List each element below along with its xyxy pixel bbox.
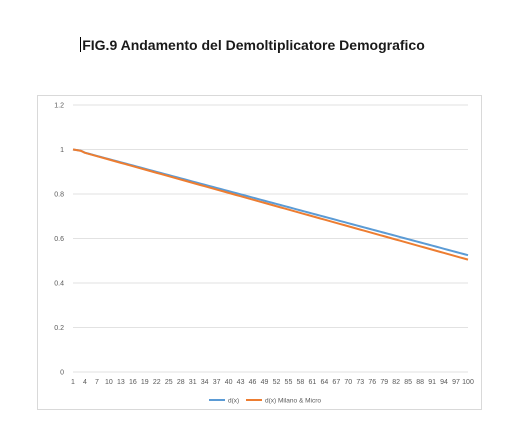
x-tick-label: 58	[297, 379, 305, 386]
x-tick-label: 85	[404, 379, 412, 386]
x-tick-label: 19	[141, 379, 149, 386]
text-cursor	[80, 37, 82, 52]
x-tick-label: 55	[285, 379, 293, 386]
x-tick-label: 64	[320, 379, 328, 386]
figure-title: FIG.9 Andamento del Demoltiplicatore Dem…	[0, 37, 505, 53]
legend: d(x) d(x) Milano & Micro	[209, 397, 321, 404]
x-tick-label: 79	[380, 379, 388, 386]
x-tick-label: 67	[332, 379, 340, 386]
x-tick-label: 61	[308, 379, 316, 386]
y-tick-label: 0.6	[54, 236, 64, 243]
x-tick-label: 49	[261, 379, 269, 386]
figure-title-text: FIG.9 Andamento del Demoltiplicatore Dem…	[82, 37, 425, 53]
x-tick-label: 52	[273, 379, 281, 386]
y-tick-label: 0.8	[54, 192, 64, 199]
x-tick-label: 22	[153, 379, 161, 386]
series-lines	[72, 148, 469, 261]
x-tick-label: 100	[462, 379, 474, 386]
x-tick-label: 4	[83, 379, 87, 386]
x-tick-label: 25	[165, 379, 173, 386]
y-tick-label: 0.2	[54, 325, 64, 332]
x-tick-label: 16	[129, 379, 137, 386]
x-tick-label: 37	[213, 379, 221, 386]
legend-label: d(x) Milano & Micro	[265, 397, 321, 404]
x-tick-label: 73	[356, 379, 364, 386]
x-tick-label: 97	[452, 379, 460, 386]
x-tick-label: 7	[95, 379, 99, 386]
x-tick-label: 31	[189, 379, 197, 386]
y-tick-label: 1	[60, 147, 64, 154]
x-axis-ticks: 1 4 7 10 13 16 19 22 25 28 31 34 37 40 43 46 49 52 55 58 61 6…	[71, 379, 474, 386]
x-tick-label: 10	[105, 379, 113, 386]
x-tick-label: 76	[368, 379, 376, 386]
x-tick-label: 13	[117, 379, 125, 386]
x-tick-label: 40	[225, 379, 233, 386]
x-tick-label: 91	[428, 379, 436, 386]
x-tick-label: 1	[71, 379, 75, 386]
y-tick-label: 0	[60, 370, 64, 377]
legend-label: d(x)	[228, 397, 239, 404]
x-tick-label: 28	[177, 379, 185, 386]
chart-area	[37, 95, 482, 410]
x-tick-label: 94	[440, 379, 448, 386]
x-tick-label: 70	[344, 379, 352, 386]
x-tick-label: 82	[392, 379, 400, 386]
y-tick-label: 1.2	[54, 103, 64, 110]
y-tick-label: 0.4	[54, 281, 64, 288]
x-tick-label: 43	[237, 379, 245, 386]
series-line-2	[72, 148, 469, 261]
y-axis-ticks: 0 0.2 0.4 0.6 0.8 1 1.2	[54, 103, 64, 377]
x-tick-label: 46	[249, 379, 257, 386]
x-tick-label: 34	[201, 379, 209, 386]
x-tick-label: 88	[416, 379, 424, 386]
